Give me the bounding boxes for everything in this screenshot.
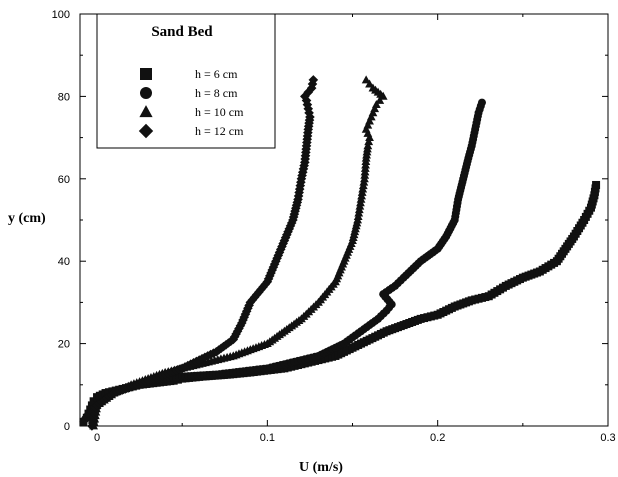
data-point xyxy=(363,141,373,150)
y-tick-label: 60 xyxy=(58,174,70,186)
legend-box xyxy=(96,13,276,149)
legend-marker-circle xyxy=(140,87,152,99)
y-tick-label: 20 xyxy=(58,339,70,351)
data-point xyxy=(361,124,371,133)
legend-marker-diamond xyxy=(138,123,154,139)
y-tick-label: 40 xyxy=(58,256,70,268)
data-point-fill xyxy=(366,112,376,121)
legend-label: h = 10 cm xyxy=(195,105,244,119)
legend-label: h = 8 cm xyxy=(195,86,238,100)
legend-items: h = 6 cm h = 8 cm h = 10 cm h = 12 cm xyxy=(138,67,244,139)
data-point xyxy=(89,397,98,406)
y-axis-title: y (cm) xyxy=(8,211,46,226)
data-point xyxy=(365,133,374,141)
data-point xyxy=(308,75,319,85)
data-point-fill xyxy=(364,137,374,146)
legend-marker-square xyxy=(140,68,152,80)
legend-title: Sand Bed xyxy=(151,24,213,40)
y-tick-label: 80 xyxy=(58,91,70,103)
data-point xyxy=(592,180,601,189)
x-tick-label: 0.2 xyxy=(430,432,445,444)
x-axis-title: U (m/s) xyxy=(299,460,343,475)
data-series-layer xyxy=(79,75,601,431)
x-tick-label: 0.1 xyxy=(260,432,275,444)
axis-tick-labels: 0 0.1 0.2 0.3 0 20 40 60 80 100 xyxy=(52,9,616,444)
data-point xyxy=(368,83,378,92)
data-point xyxy=(303,103,314,114)
data-point xyxy=(365,79,374,88)
data-point xyxy=(375,95,385,104)
series-diamond xyxy=(87,75,319,431)
x-tick-label: 0 xyxy=(94,432,100,444)
data-point xyxy=(477,98,486,107)
legend-label: h = 12 cm xyxy=(195,124,244,138)
data-point-fill xyxy=(363,128,373,137)
data-point-fill xyxy=(363,120,373,129)
y-tick-label: 0 xyxy=(64,421,70,433)
data-point xyxy=(361,75,371,84)
y-tick-label: 100 xyxy=(52,9,70,21)
data-point xyxy=(368,108,378,117)
legend-label: h = 6 cm xyxy=(195,67,238,81)
data-point xyxy=(365,116,374,125)
data-point-fill xyxy=(370,104,380,113)
data-point xyxy=(306,83,317,93)
data-point xyxy=(371,100,381,109)
legend-marker-triangle xyxy=(139,105,153,118)
legend: Sand Bed h = 6 cm h = 8 cm h = 10 cm h = 12… xyxy=(96,13,276,149)
x-tick-label: 0.3 xyxy=(600,432,615,444)
